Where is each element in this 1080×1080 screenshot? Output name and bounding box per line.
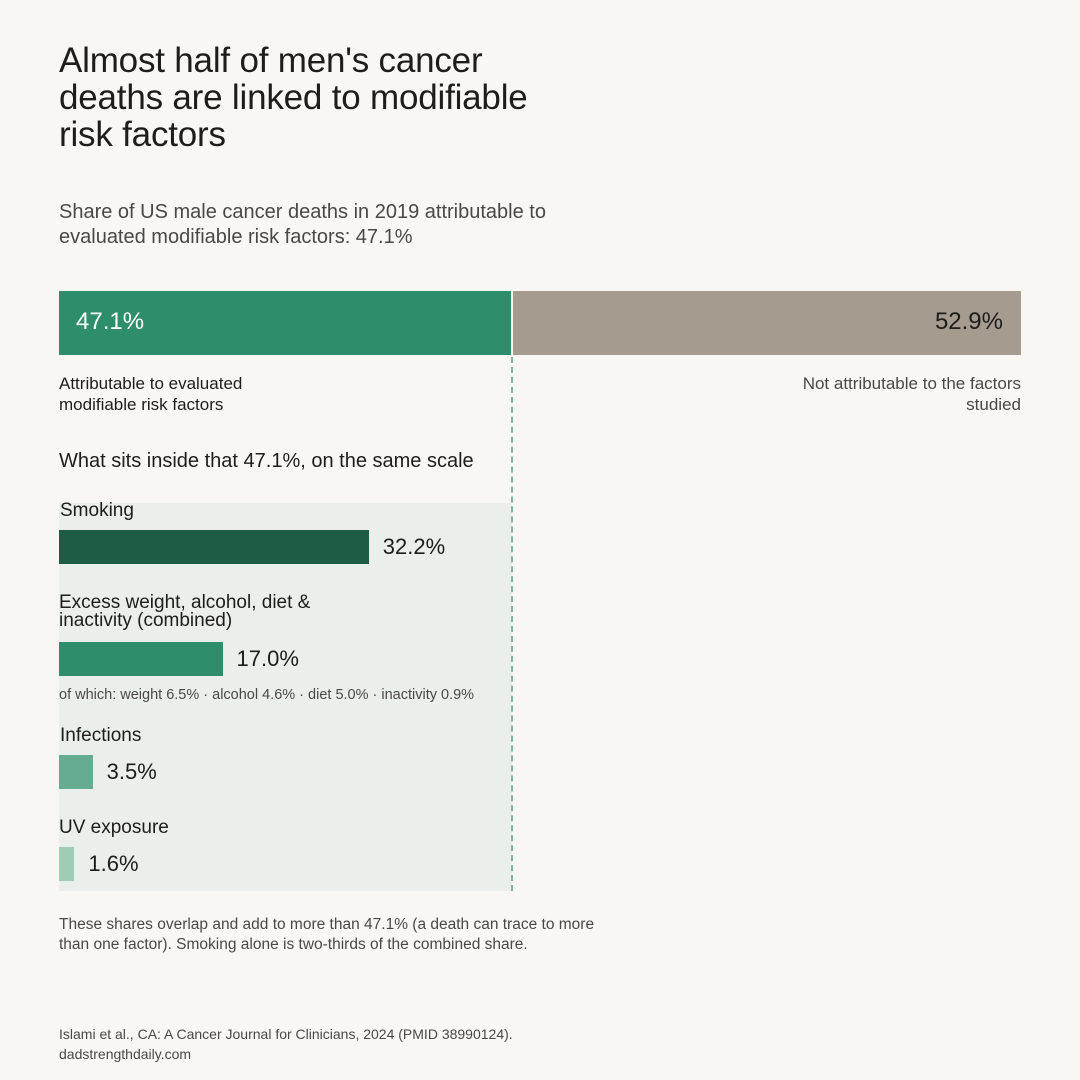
smoking-category-label: Smoking — [60, 500, 134, 521]
scale-divider-line — [511, 357, 514, 891]
smoking-value-label: 32.2% — [382, 534, 446, 559]
combined-value-label: 17.0% — [236, 646, 299, 671]
not-attributable-bar — [513, 291, 1021, 355]
uv-bar — [59, 847, 75, 881]
smoking-bar — [59, 530, 369, 564]
combined-category-label: Excess weight, alcohol, diet & inactivit… — [59, 592, 311, 631]
infections-category-label: Infections — [60, 725, 142, 746]
not-attributable-value-label: 52.9% — [934, 308, 1003, 335]
combined-detail-note: of which: weight 6.5% · alcohol 4.6% · d… — [59, 687, 475, 703]
not-attributable-category-label: Not attributable to the factors studied — [802, 374, 1021, 414]
uv-category-label: UV exposure — [59, 817, 169, 838]
footnote: These shares overlap and add to more tha… — [59, 916, 595, 953]
site-credit: dadstrengthdaily.com — [59, 1046, 192, 1062]
combined-bar — [59, 642, 223, 676]
chart-title: Almost half of men's cancer deaths are l… — [59, 41, 528, 154]
uv-value-label: 1.6% — [88, 851, 139, 876]
infections-value-label: 3.5% — [106, 759, 157, 784]
attributable-value-label: 47.1% — [76, 308, 145, 335]
breakdown-panel — [59, 503, 513, 891]
attributable-category-label: Attributable to evaluated modifiable ris… — [59, 374, 243, 414]
source-citation: Islami et al., CA: A Cancer Journal for … — [59, 1026, 513, 1042]
attributable-bar — [59, 291, 512, 355]
chart-subtitle: Share of US male cancer deaths in 2019 a… — [59, 201, 546, 248]
infections-bar — [59, 755, 93, 789]
section-heading: What sits inside that 47.1%, on the same… — [59, 450, 474, 472]
